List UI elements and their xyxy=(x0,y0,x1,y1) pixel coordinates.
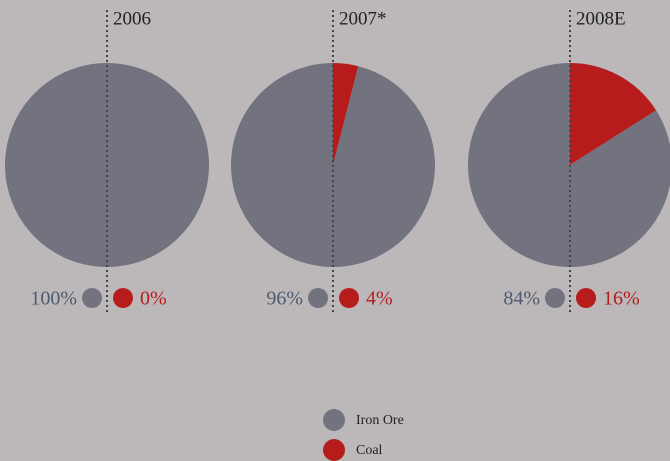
swatch xyxy=(308,288,328,308)
value-label: 84% xyxy=(503,288,540,310)
legend-swatch xyxy=(323,439,345,461)
pie-title: 2007* xyxy=(339,8,387,29)
swatch xyxy=(82,288,102,308)
value-label: 100% xyxy=(30,288,77,310)
value-label: 96% xyxy=(266,288,303,310)
swatch xyxy=(545,288,565,308)
legend-label: Coal xyxy=(356,443,383,458)
value-label: 4% xyxy=(366,288,393,310)
value-label: 16% xyxy=(603,288,640,310)
pie-title: 2006 xyxy=(113,8,151,29)
swatch xyxy=(113,288,133,308)
pie-title: 2008E xyxy=(576,8,626,29)
swatch xyxy=(339,288,359,308)
value-label: 0% xyxy=(140,288,167,310)
pie-slice xyxy=(333,63,359,165)
pie-slice xyxy=(570,63,657,165)
legend-label: Iron Ore xyxy=(356,413,404,428)
pie-slice xyxy=(468,63,670,267)
legend-swatch xyxy=(323,409,345,431)
swatch xyxy=(576,288,596,308)
